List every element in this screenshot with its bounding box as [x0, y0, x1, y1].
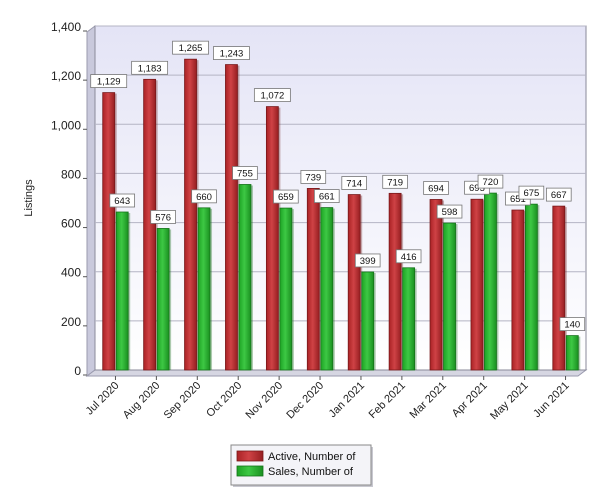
plot-area: [94, 25, 587, 371]
data-label-box: [313, 189, 340, 203]
bar-active: [511, 209, 525, 371]
data-label: 598: [442, 207, 458, 218]
bar-active: [184, 58, 197, 371]
bar-sales: [115, 211, 129, 371]
bar-sales: [238, 184, 252, 371]
x-tick-label: Jul 2020: [84, 380, 122, 418]
data-label: 1,265: [179, 43, 203, 54]
y-tick-label: 1,400: [51, 20, 81, 34]
bar-active: [429, 199, 443, 371]
bar-sales: [402, 267, 416, 371]
y-tick-label: 200: [61, 315, 81, 329]
bar-sales: [320, 207, 334, 371]
x-tick-label: Aug 2020: [121, 380, 163, 422]
data-label-box: [477, 174, 504, 189]
bar-sales: [361, 271, 375, 371]
data-label: 643: [114, 196, 130, 207]
bar-sales: [443, 222, 456, 371]
data-label: 1,129: [97, 77, 121, 88]
data-label: 694: [428, 183, 444, 194]
data-label-box: [545, 187, 572, 202]
data-label-box: [559, 317, 586, 332]
data-label: 651: [510, 194, 526, 205]
data-label: 416: [401, 252, 417, 263]
data-label: 695: [469, 183, 485, 194]
bar-sales: [484, 192, 497, 371]
data-label: 739: [305, 172, 321, 183]
legend-swatch: [236, 450, 264, 462]
data-label-box: [232, 166, 258, 180]
bar-active: [306, 188, 320, 371]
y-tick-label: 600: [61, 217, 81, 231]
data-label-box: [150, 210, 176, 224]
bar-active: [102, 92, 116, 371]
data-label: 1,183: [138, 63, 162, 74]
data-label-box: [90, 74, 128, 88]
x-tick-label: Sep 2020: [162, 380, 204, 422]
bar-sales: [565, 335, 579, 371]
y-tick-label: 1,200: [51, 69, 81, 83]
x-tick-label: Feb 2021: [367, 380, 408, 421]
y-tick-label: 800: [61, 167, 81, 181]
bar-active: [552, 205, 566, 371]
data-label-box: [300, 170, 327, 184]
bar-active: [225, 64, 238, 371]
x-tick-label: Jan 2021: [327, 380, 367, 420]
bar-sales: [156, 228, 170, 371]
legend-entry: Active, Number of: [268, 451, 356, 463]
data-label: 140: [564, 320, 580, 331]
data-label-box: [253, 88, 291, 102]
data-label-box: [382, 174, 408, 189]
data-label-box: [109, 193, 136, 208]
bar-active: [347, 194, 361, 371]
data-label: 675: [523, 188, 539, 199]
y-axis-label: Listings: [23, 179, 35, 217]
data-label-box: [131, 60, 169, 75]
legend-swatch: [236, 465, 264, 477]
data-label: 661: [319, 192, 335, 203]
data-label: 1,072: [260, 91, 284, 102]
data-label-box: [172, 40, 209, 55]
data-label: 576: [155, 212, 171, 223]
data-label-box: [436, 204, 463, 219]
data-label: 660: [196, 192, 212, 203]
plot-floor: [85, 369, 588, 377]
data-label-box: [518, 185, 545, 200]
data-label-box: [423, 181, 449, 195]
bar-active: [388, 192, 402, 371]
x-tick-label: Mar 2021: [408, 380, 449, 421]
y-tick-label: 400: [61, 266, 81, 280]
data-label: 667: [551, 190, 567, 201]
bar-sales: [197, 207, 211, 371]
data-label: 755: [237, 168, 253, 179]
x-tick-label: Apr 2021: [450, 380, 490, 420]
data-label: 659: [278, 192, 294, 203]
bar-active: [143, 78, 157, 371]
data-label: 714: [346, 179, 362, 190]
data-label: 719: [387, 177, 403, 188]
bar-sales: [524, 203, 538, 371]
x-tick-label: Dec 2020: [284, 380, 326, 422]
bar-active: [265, 106, 279, 371]
data-label-box: [395, 249, 422, 264]
data-label: 720: [483, 177, 499, 188]
bar-active: [470, 198, 484, 371]
x-tick-label: May 2021: [488, 380, 531, 423]
data-label-box: [213, 46, 250, 60]
data-label-box: [191, 189, 217, 204]
data-label: 399: [360, 256, 376, 267]
x-tick-label: Nov 2020: [243, 380, 285, 422]
y-tick-label: 0: [74, 364, 81, 378]
legend-entry: Sales, Number of: [268, 466, 354, 478]
x-tick-label: Oct 2020: [204, 380, 244, 420]
x-tick-label: Jun 2021: [531, 380, 571, 420]
data-label-box: [354, 253, 381, 268]
data-label-box: [341, 176, 368, 190]
y-tick-label: 1,000: [51, 118, 81, 132]
data-label: 1,243: [220, 49, 244, 60]
bar-sales: [279, 207, 293, 371]
data-label-box: [273, 189, 299, 204]
